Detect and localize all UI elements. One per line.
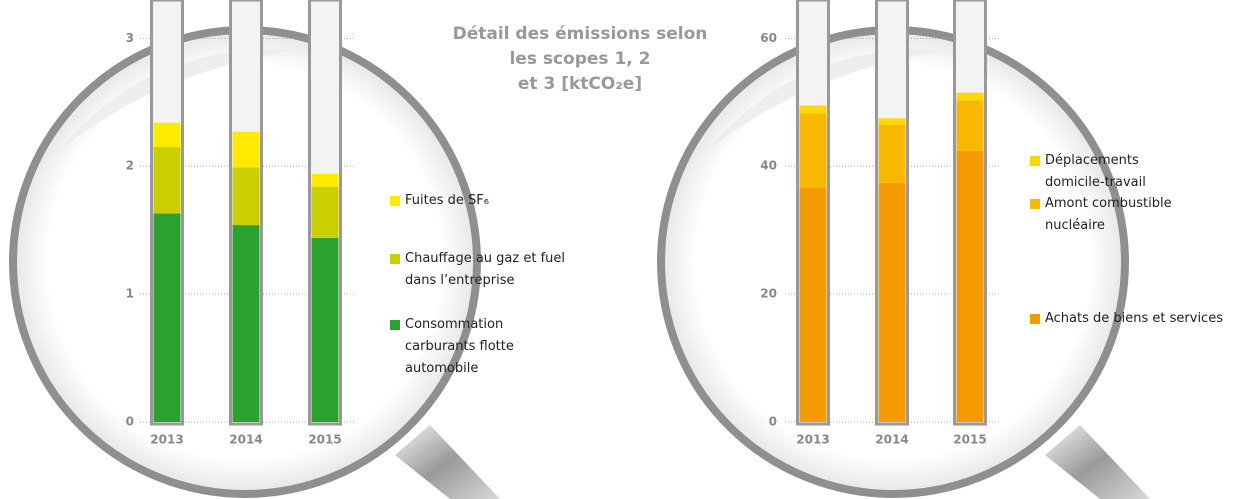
bar-segment bbox=[799, 105, 827, 114]
bar-segment bbox=[232, 225, 260, 422]
y-tick-label: 1 bbox=[126, 287, 134, 301]
y-tick-label: 0 bbox=[126, 415, 134, 429]
legend-swatch bbox=[1030, 199, 1040, 209]
y-tick-label: 60 bbox=[760, 31, 777, 45]
x-tick-label: 2014 bbox=[875, 433, 908, 447]
legend-entry: Fuites de SF₆ bbox=[390, 190, 565, 212]
legend-entry: Consommation carburants flotte automobil… bbox=[390, 314, 535, 380]
bar-segment bbox=[878, 118, 906, 125]
bar-segment bbox=[311, 237, 339, 422]
bar-segment bbox=[232, 131, 260, 168]
bar-segment bbox=[311, 173, 339, 187]
x-tick-label: 2015 bbox=[308, 433, 341, 447]
legend-label: Fuites de SF₆ bbox=[405, 193, 489, 208]
legend-label: Consommation carburants flotte automobil… bbox=[405, 317, 514, 376]
legend-swatch bbox=[390, 196, 400, 206]
legend-swatch bbox=[1030, 156, 1040, 166]
legend-entry: Amont combustible nucléaire bbox=[1030, 193, 1180, 237]
bar-segment bbox=[878, 182, 906, 422]
plots: 0 1 2 3 2013 2014 2015 0 20 40 60 2013 2014 2015 bbox=[126, 0, 1000, 447]
bar-segment bbox=[153, 147, 181, 214]
y-tick-label: 40 bbox=[760, 159, 777, 173]
x-tick-label: 2013 bbox=[150, 433, 183, 447]
legend-swatch bbox=[390, 254, 400, 264]
legend-swatch bbox=[1030, 314, 1040, 324]
title-line: Détail des émissions selon bbox=[452, 24, 708, 44]
legend-entry: Achats de biens et services bbox=[1030, 308, 1236, 330]
bar-segment bbox=[956, 92, 984, 101]
bar-segment bbox=[153, 122, 181, 148]
bar-segment bbox=[799, 187, 827, 422]
title-line: les scopes 1, 2 bbox=[509, 49, 651, 69]
legend-label: Amont combustible nucléaire bbox=[1045, 196, 1172, 233]
handle bbox=[1045, 425, 1150, 499]
bar-segment bbox=[878, 124, 906, 183]
y-tick-label: 3 bbox=[126, 31, 134, 45]
bar-segment bbox=[799, 113, 827, 188]
bar-segment bbox=[956, 100, 984, 151]
legend-label: Achats de biens et services bbox=[1045, 311, 1223, 326]
bar-segment bbox=[956, 150, 984, 422]
x-tick-label: 2014 bbox=[229, 433, 262, 447]
x-tick-label: 2015 bbox=[953, 433, 986, 447]
bar-segment bbox=[153, 213, 181, 422]
legend-swatch bbox=[390, 320, 400, 330]
legend-entry: Chauffage au gaz et fuel dans l’entrepri… bbox=[390, 248, 570, 292]
title-line: et 3 [ktCO₂e] bbox=[517, 74, 643, 94]
legend-entry: Déplacements domicile-travail bbox=[1030, 150, 1165, 194]
legend-label: Chauffage au gaz et fuel dans l’entrepri… bbox=[405, 251, 565, 288]
legend-label: Déplacements domicile-travail bbox=[1045, 153, 1146, 190]
x-tick-label: 2013 bbox=[796, 433, 829, 447]
y-tick-label: 0 bbox=[769, 415, 777, 429]
y-tick-label: 2 bbox=[126, 159, 134, 173]
bar-segment bbox=[311, 186, 339, 238]
title: Détail des émissions selon les scopes 1,… bbox=[430, 22, 730, 97]
y-tick-label: 20 bbox=[760, 287, 777, 301]
bar-segment bbox=[232, 167, 260, 226]
handle bbox=[395, 425, 500, 499]
